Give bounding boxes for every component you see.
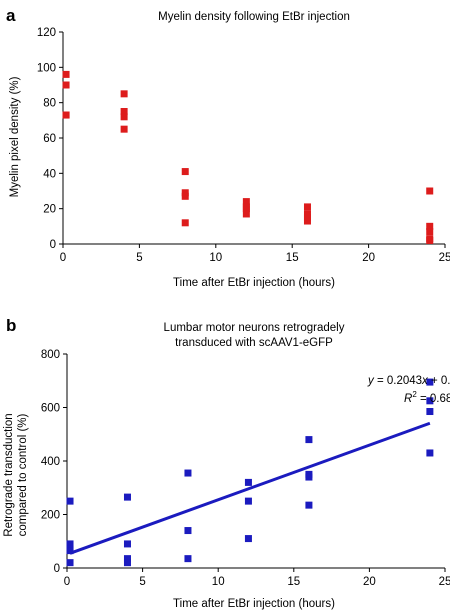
axes-a: 0 20 40 60 80 100 120 0 5 10 15 20 25	[37, 27, 450, 264]
data-point	[303, 210, 311, 218]
y-tick-label: 40	[43, 168, 56, 180]
data-point	[181, 219, 189, 227]
x-tick-label: 15	[287, 576, 300, 588]
y-tick-label: 60	[43, 133, 56, 145]
data-point	[305, 436, 313, 444]
data-point	[426, 228, 434, 236]
data-point	[62, 70, 70, 78]
x-tick-label: 20	[363, 576, 376, 588]
y-tick-label: 400	[41, 456, 60, 468]
data-point	[181, 192, 189, 200]
data-point	[120, 125, 128, 133]
data-point	[305, 501, 313, 509]
data-point	[244, 478, 252, 486]
data-point	[66, 497, 74, 505]
y-tick-label: 80	[43, 98, 56, 110]
panel-label-b: b	[6, 316, 16, 335]
y-axis-label-a: Myelin pixel density (%)	[9, 76, 21, 197]
y-tick-label: 100	[37, 62, 56, 74]
chart-panel-a: a Myelin density following EtBr injectio…	[6, 6, 450, 289]
y-tick-label: 800	[41, 349, 60, 361]
data-point	[244, 535, 252, 543]
axes-b: 0 200 400 600 800 0 5 10 15 20 25	[41, 349, 450, 588]
data-point	[184, 527, 192, 535]
data-point	[303, 217, 311, 225]
r-squared: R2 = 0.6871	[404, 390, 450, 405]
chart-title-b-line-1: Lumbar motor neurons retrogradely	[164, 322, 345, 334]
data-point	[62, 111, 70, 119]
x-tick-label: 10	[212, 576, 225, 588]
data-point	[62, 81, 70, 89]
data-point	[120, 90, 128, 98]
x-axis-label-a: Time after EtBr injection (hours)	[173, 277, 335, 289]
x-tick-label: 5	[136, 252, 142, 264]
y-tick-label: 600	[41, 403, 60, 415]
data-point	[120, 113, 128, 121]
data-point	[123, 540, 131, 548]
data-point	[426, 449, 434, 457]
data-point	[123, 493, 131, 501]
r-value: = 0.6871	[417, 393, 450, 405]
data-point	[66, 559, 74, 567]
x-tick-label: 0	[64, 576, 70, 588]
x-tick-label: 15	[286, 252, 299, 264]
chart-panel-b: b Lumbar motor neurons retrogradely tran…	[3, 316, 450, 610]
data-point	[426, 397, 434, 405]
data-point	[184, 555, 192, 563]
data-point	[303, 203, 311, 211]
y-axis-label-b-line-1: Retrograde transduction	[3, 413, 15, 536]
x-tick-label: 0	[60, 252, 66, 264]
eq-x-var: x	[421, 375, 429, 387]
data-point	[426, 222, 434, 230]
r-superscript: 2	[412, 390, 417, 399]
eq-slope: = 0.2043	[374, 375, 422, 387]
data-point	[426, 378, 434, 386]
data-points-b	[66, 378, 434, 567]
data-point	[120, 108, 128, 115]
x-tick-label: 5	[139, 576, 145, 588]
data-point	[181, 168, 189, 176]
data-point	[123, 555, 131, 563]
data-point	[242, 205, 250, 213]
data-points-a	[62, 70, 434, 244]
chart-title-a: Myelin density following EtBr injection	[158, 11, 350, 23]
data-point	[66, 540, 74, 548]
x-tick-label: 20	[362, 252, 375, 264]
y-tick-label: 20	[43, 204, 56, 216]
y-tick-label: 200	[41, 510, 60, 522]
y-tick-label: 0	[50, 239, 56, 251]
x-tick-label: 25	[439, 576, 450, 588]
y-axis-label-b-line-2: compared to control (%)	[17, 413, 29, 536]
data-point	[123, 559, 131, 567]
regression-line	[69, 421, 431, 555]
x-tick-label: 10	[209, 252, 222, 264]
data-point	[426, 236, 434, 244]
data-point	[244, 497, 252, 505]
eq-intercept: + 0.5078	[428, 375, 450, 387]
x-axis-label-b: Time after EtBr injection (hours)	[173, 598, 335, 610]
chart-title-b-line-2: transduced with scAAV1-eGFP	[175, 337, 333, 349]
data-point	[426, 408, 434, 416]
data-point	[242, 198, 250, 206]
data-point	[242, 210, 250, 218]
panel-label-a: a	[6, 6, 16, 25]
y-tick-label: 0	[54, 563, 60, 575]
data-point	[305, 473, 313, 481]
data-point	[66, 547, 74, 555]
data-point	[181, 189, 189, 197]
regression-equation: y = 0.2043x + 0.5078	[367, 375, 450, 387]
y-tick-label: 120	[37, 27, 56, 39]
data-point	[426, 187, 434, 195]
data-point	[184, 469, 192, 477]
r-symbol: R	[404, 393, 412, 405]
data-point	[303, 214, 311, 221]
eq-y-var: y	[367, 375, 375, 387]
x-tick-label: 25	[439, 252, 450, 264]
